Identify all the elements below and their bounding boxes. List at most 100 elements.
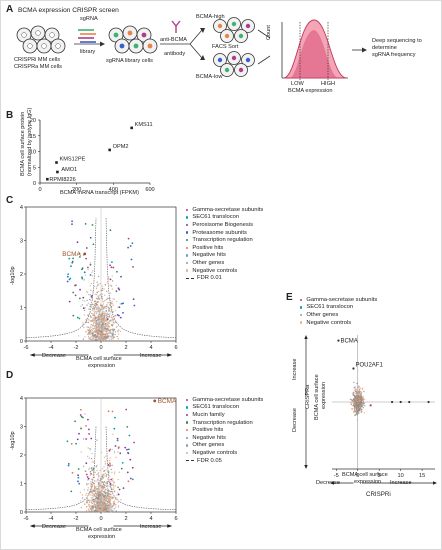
gene-point	[108, 475, 111, 477]
legend-label: Gamma-secretase subunits	[306, 296, 378, 303]
gene-point	[107, 326, 110, 328]
gene-point	[103, 473, 105, 475]
increase-arrowhead	[167, 353, 173, 357]
b-point-label: AMO1	[61, 167, 77, 173]
hit-point	[78, 252, 81, 255]
gene-point	[99, 495, 101, 497]
gene-point	[94, 339, 96, 341]
legend-label: SEC61 translocon	[192, 404, 240, 411]
sgrna-library-icon	[78, 29, 96, 43]
gene-point	[107, 334, 109, 336]
gene-point	[92, 470, 95, 473]
hit-point	[66, 280, 69, 283]
legend-dot-icon	[186, 413, 189, 417]
gene-point	[110, 468, 113, 471]
gene-point	[105, 330, 107, 332]
gene-point	[103, 314, 106, 316]
hit-point	[91, 224, 94, 226]
count-label: Count	[266, 25, 272, 40]
panel-d-volcano: -6 -4 -2 0 2 4 6 0 1 2 3 4 BCMA	[20, 396, 178, 528]
gene-points	[66, 408, 136, 513]
gene-point	[102, 482, 105, 484]
gene-point	[98, 307, 101, 310]
panel-e-letter: E	[286, 292, 293, 303]
hit-point	[76, 438, 79, 441]
legend-dot-icon	[186, 451, 189, 455]
gene-point	[95, 331, 97, 333]
e-gene-point	[360, 400, 362, 402]
hit-point	[109, 483, 112, 485]
gene-point	[104, 501, 107, 503]
e-gene-point	[357, 409, 359, 411]
gene-point	[110, 306, 113, 308]
b-xtick-label: 600	[145, 187, 154, 193]
gene-point	[97, 504, 99, 506]
gene-point	[97, 509, 100, 511]
facs-histogram	[281, 19, 348, 80]
gene-point	[96, 493, 98, 496]
e-gene-point	[355, 403, 358, 406]
ytick-label: 3	[20, 239, 23, 245]
crispri-cells-label: CRISPRi MM cells	[14, 57, 60, 63]
fdr-curve	[105, 426, 177, 511]
gene-point	[98, 318, 100, 320]
xtick-label: 6	[174, 345, 177, 351]
gene-point	[106, 482, 109, 485]
gene-point	[98, 337, 101, 340]
gene-point	[101, 309, 103, 311]
gene-point	[87, 302, 90, 304]
gene-point	[94, 329, 97, 331]
legend-label: Negative controls	[192, 449, 238, 456]
hit-point	[70, 265, 72, 268]
hit-point	[120, 467, 123, 470]
gene-point	[105, 499, 107, 501]
gene-point	[117, 330, 119, 332]
gene-point	[101, 336, 104, 339]
gene-point	[87, 455, 89, 458]
gene-point	[103, 319, 105, 322]
gene-point	[96, 336, 99, 339]
gene-point	[107, 505, 109, 508]
gene-point	[101, 295, 103, 298]
hit-point	[79, 288, 81, 291]
gene-point	[105, 475, 107, 478]
deep-seq-label-1: Deep sequencing to	[372, 38, 422, 44]
gene-point	[101, 324, 103, 326]
gene-point	[109, 304, 111, 306]
gene-point	[114, 498, 117, 500]
hit-point	[81, 268, 83, 271]
gene-point	[103, 509, 106, 512]
gene-point	[86, 326, 88, 328]
hit-point	[77, 474, 79, 477]
legend-dash-icon	[186, 460, 194, 462]
gene-point	[115, 301, 118, 303]
gene-point	[117, 492, 119, 494]
ytick-label: 1	[20, 482, 23, 488]
hit-point	[78, 432, 80, 435]
gene-point	[85, 331, 87, 333]
gene-point	[94, 293, 96, 295]
gene-point	[104, 333, 106, 336]
gene-point	[96, 498, 99, 501]
gene-point	[93, 461, 95, 463]
hit-point	[131, 242, 134, 245]
gene-point	[112, 304, 114, 306]
gene-point	[85, 494, 87, 496]
gene-point	[95, 480, 97, 482]
panel-c-decrease: Decrease	[42, 353, 66, 359]
gene-point	[87, 479, 89, 481]
e-gene-point	[359, 392, 361, 395]
gene-point	[113, 473, 116, 475]
sgrna-label: sgRNA	[80, 16, 98, 22]
gene-point	[99, 501, 101, 503]
gene-point	[97, 295, 99, 297]
hit-point	[89, 263, 92, 266]
b-point	[46, 177, 49, 181]
hit-point	[117, 287, 120, 290]
e-gene-point	[358, 395, 360, 397]
gene-point	[102, 311, 104, 313]
panel-d-ylabel: -log10p	[10, 431, 16, 450]
gene-point	[101, 318, 104, 320]
gene-point	[87, 326, 90, 328]
gene-point	[96, 439, 98, 441]
